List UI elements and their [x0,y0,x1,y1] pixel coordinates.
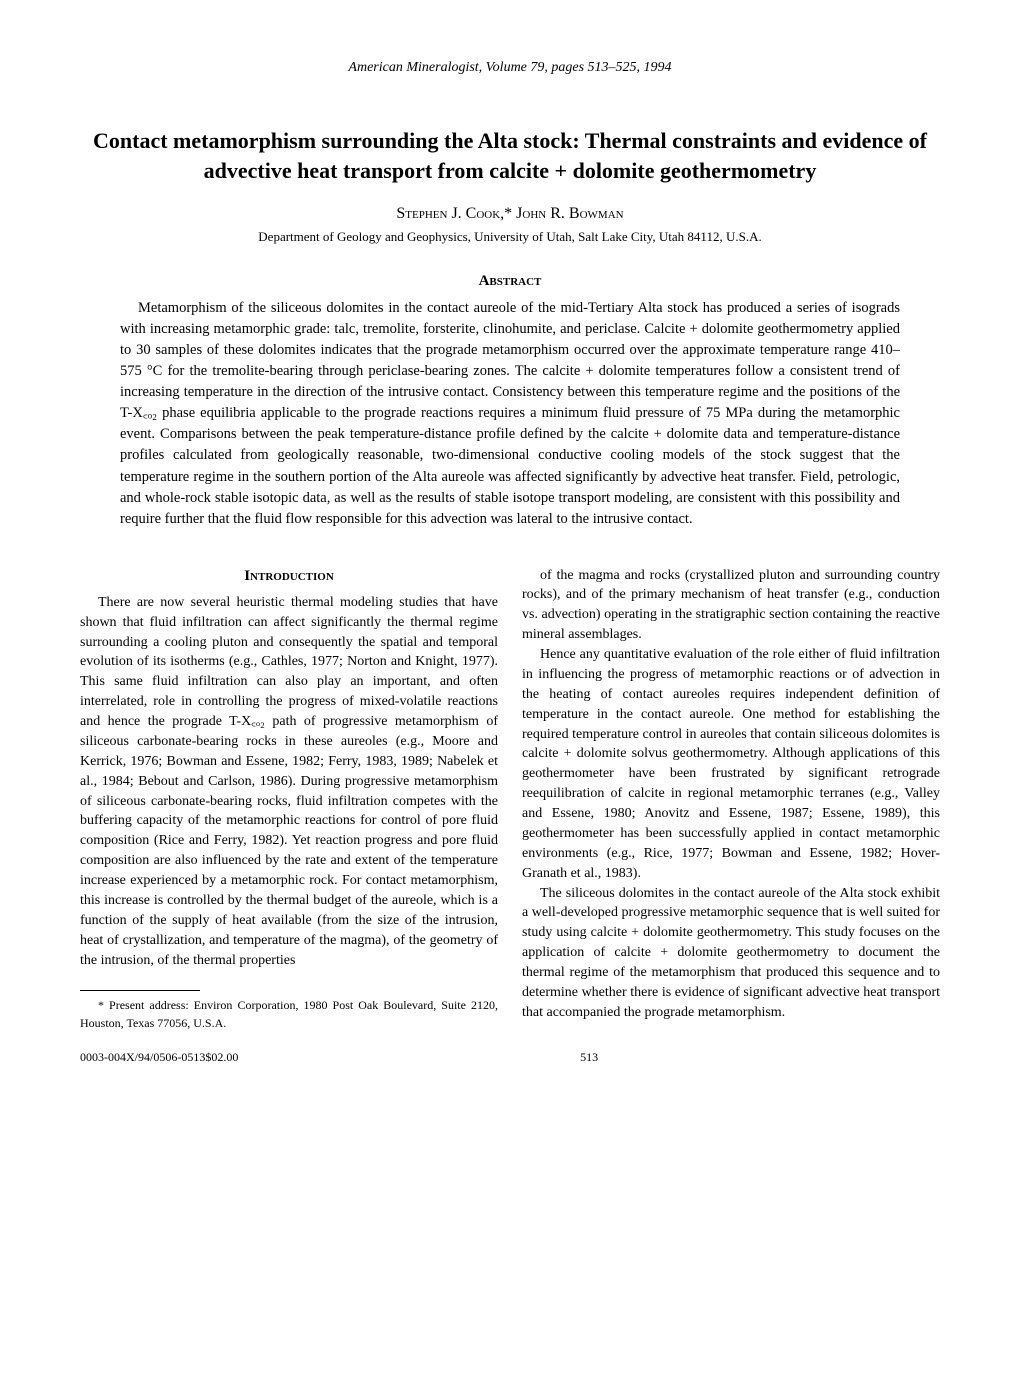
authors: Stephen J. Cook,* John R. Bowman [80,205,940,223]
footnote-text: * Present address: Environ Corporation, … [80,997,498,1031]
abstract-text: Metamorphism of the siliceous dolomites … [120,298,900,529]
intro-paragraph-1-cont: of the magma and rocks (crystallized plu… [522,566,940,646]
intro-paragraph-3: The siliceous dolomites in the contact a… [522,884,940,1023]
introduction-heading: Introduction [80,566,498,587]
footer-page-number: 513 [580,1050,598,1065]
affiliation: Department of Geology and Geophysics, Un… [80,229,940,245]
abstract-block: Metamorphism of the siliceous dolomites … [120,298,900,529]
footer-code: 0003-004X/94/0506-0513$02.00 [80,1050,238,1065]
intro-paragraph-2: Hence any quantitative evaluation of the… [522,645,940,884]
article-title: Contact metamorphism surrounding the Alt… [80,126,940,185]
left-column: Introduction There are now several heuri… [80,566,498,1032]
intro-paragraph-1: There are now several heuristic thermal … [80,593,498,971]
footnote-separator [80,990,200,991]
right-column: of the magma and rocks (crystallized plu… [522,566,940,1032]
journal-header: American Mineralogist, Volume 79, pages … [80,60,940,76]
body-columns: Introduction There are now several heuri… [80,566,940,1032]
abstract-heading: Abstract [80,273,940,290]
page-footer: 0003-004X/94/0506-0513$02.00 513 [80,1050,940,1065]
